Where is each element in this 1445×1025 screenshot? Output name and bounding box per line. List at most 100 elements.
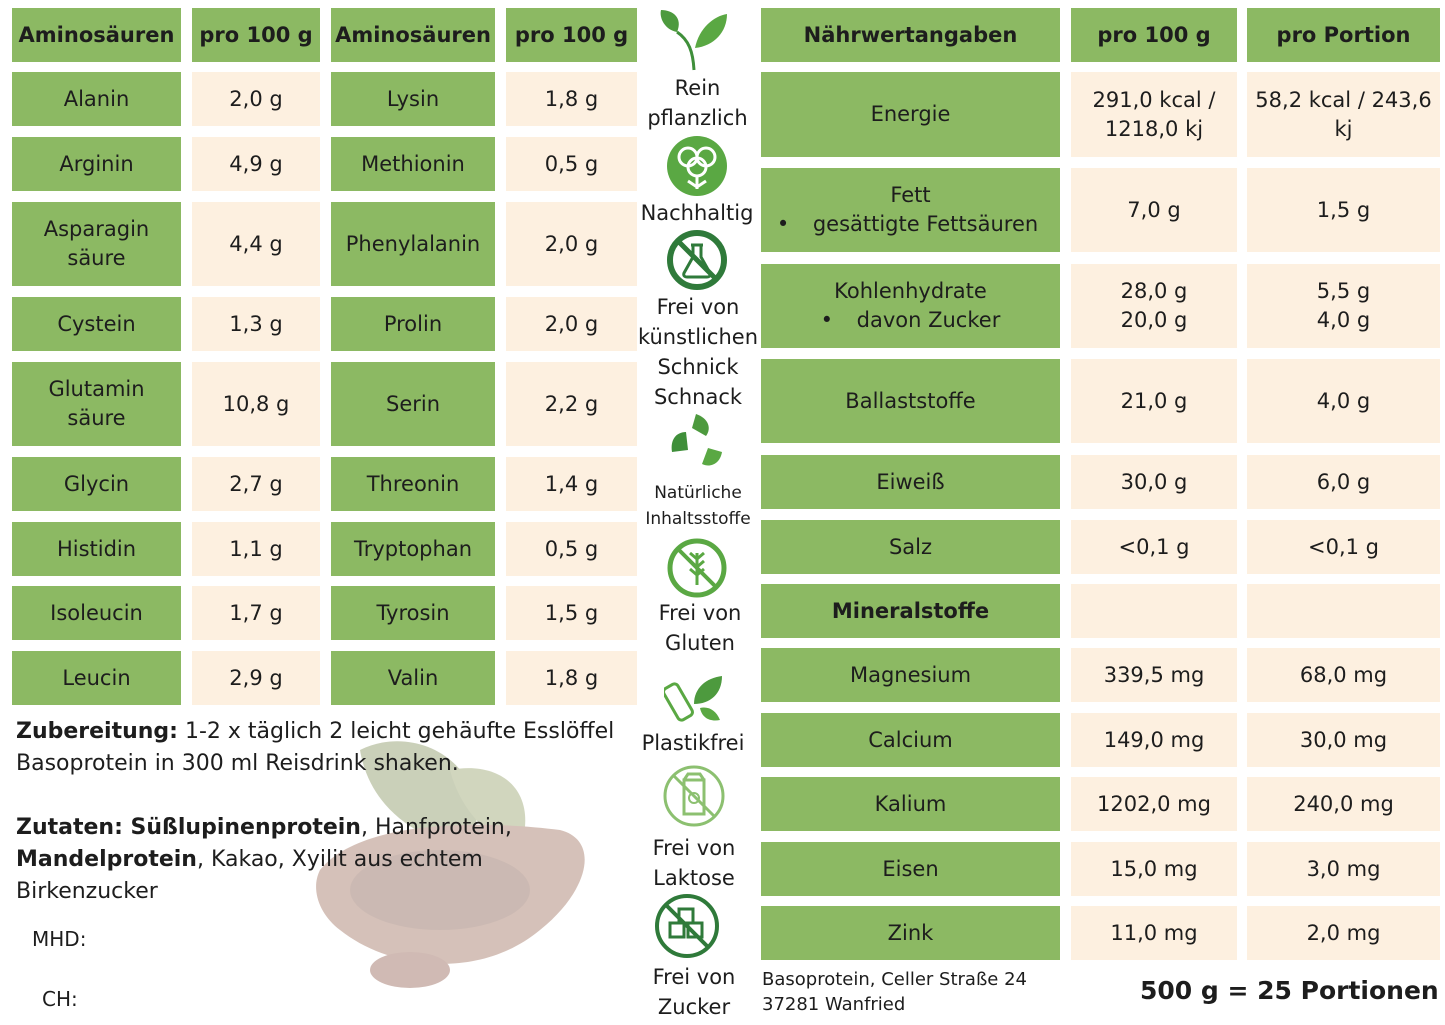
nutrient-per100g-cell — [1071, 584, 1237, 638]
sugar-free-icon — [654, 893, 720, 963]
cell-text: 1,8 g — [544, 86, 599, 111]
cell-text: 2,0 mg — [1306, 920, 1381, 945]
cell-text: 1202,0 mg — [1097, 791, 1211, 816]
icon-label: Frei von Gluten — [658, 601, 742, 655]
cell-text: 3,0 mg — [1306, 856, 1381, 881]
amino-value-cell: 2,0 g — [192, 72, 320, 126]
nutrition-header: Nährwertangaben — [761, 8, 1060, 62]
cell-text: 149,0 mg — [1103, 727, 1205, 752]
amino-value-cell: 2,0 g — [506, 297, 637, 351]
cell-text: Aminosäuren — [18, 22, 175, 47]
cell-text: 2,0 g — [544, 311, 599, 336]
cell-text: Glutamin säure — [48, 377, 145, 430]
nutrient-name-cell: Salz — [761, 520, 1060, 574]
leaves-icon — [659, 8, 729, 78]
cell-text: Aminosäuren — [335, 22, 491, 47]
nutrient-name-cell: Eisen — [761, 842, 1060, 896]
cell-text: 4,9 g — [229, 151, 283, 176]
amino-value-cell: 2,2 g — [506, 362, 637, 446]
cell-text: 4,4 g — [229, 231, 283, 256]
header-aminosaeuren-2: Aminosäuren — [331, 8, 495, 62]
nutrient-perportion-cell: 58,2 kcal / 243,6 kj — [1247, 72, 1440, 157]
nutrient-name-cell: Energie — [761, 72, 1060, 157]
header-pro100g-1: pro 100 g — [192, 8, 320, 62]
cocoa-pod-background — [316, 741, 585, 988]
plastic-free-icon — [662, 664, 726, 730]
nutrient-perportion-cell: 1,5 g — [1247, 168, 1440, 252]
cell-text: Isoleucin — [50, 600, 143, 625]
lactose-free-icon — [662, 764, 726, 832]
cell-text: 1,3 g — [229, 311, 283, 336]
icon-label: Rein pflanzlich — [647, 76, 748, 130]
cell-text: pro 100 g — [1097, 22, 1211, 47]
amino-value-cell: 1,8 g — [506, 72, 637, 126]
amino-name-cell: Glycin — [12, 457, 181, 511]
cell-text: Asparagin säure — [43, 217, 150, 270]
amino-value-cell: 1,3 g — [192, 297, 320, 351]
cell-text: 68,0 mg — [1299, 662, 1388, 687]
nutrient-name-cell: Kohlenhydrate davon Zucker — [761, 264, 1060, 348]
amino-name-cell: Glutamin säure — [12, 362, 181, 446]
cell-text: Serin — [385, 391, 441, 416]
cell-text: 28,0 g 20,0 g — [1120, 279, 1188, 332]
nutrient-name: Fett — [890, 183, 931, 207]
no-chemicals-icon — [666, 229, 728, 295]
mhd-label: MHD: — [32, 927, 87, 951]
icon-label: Plastikfrei — [641, 731, 745, 755]
amino-value-cell: 1,4 g — [506, 457, 637, 511]
nutrient-name-cell: Zink — [761, 906, 1060, 960]
cell-text: 1,8 g — [544, 665, 599, 690]
cell-text: 2,0 g — [229, 86, 283, 111]
amino-name-cell: Serin — [331, 362, 495, 446]
cell-text: Phenylalanin — [345, 231, 481, 256]
cell-text: Eiweiß — [876, 469, 945, 494]
cell-text: 11,0 mg — [1110, 920, 1198, 945]
cell-text: pro 100 g — [514, 22, 629, 47]
nutrient-name-cell: Ballaststoffe — [761, 359, 1060, 443]
amino-value-cell: 1,7 g — [192, 586, 320, 640]
amino-name-cell: Leucin — [12, 651, 181, 705]
amino-name-cell: Prolin — [331, 297, 495, 351]
cell-text: 30,0 g — [1120, 469, 1188, 494]
amino-value-cell: 10,8 g — [192, 362, 320, 446]
ch-label: CH: — [42, 987, 78, 1011]
cell-text: 291,0 kcal / 1218,0 kj — [1092, 87, 1216, 141]
header-aminosaeuren-1: Aminosäuren — [12, 8, 181, 62]
amino-name-cell: Isoleucin — [12, 586, 181, 640]
nutrient-perportion-cell: 3,0 mg — [1247, 842, 1440, 896]
cell-text: Calcium — [868, 727, 953, 752]
nutrient-perportion-cell: 68,0 mg — [1247, 648, 1440, 702]
amino-name-cell: Threonin — [331, 457, 495, 511]
ingredient-bold-1: Süßlupinenprotein — [122, 815, 361, 840]
amino-name-cell: Arginin — [12, 137, 181, 191]
ingredient-bold-2: Mandelprotein — [16, 847, 197, 872]
cell-text: 7,0 g — [1127, 197, 1181, 222]
nutrient-per100g-cell: 11,0 mg — [1071, 906, 1237, 960]
amino-value-cell: 1,8 g — [506, 651, 637, 705]
cell-text: Tyrosin — [376, 600, 450, 625]
amino-value-cell: 1,5 g — [506, 586, 637, 640]
icon-label: Frei von Laktose — [652, 836, 736, 890]
cell-text: Glycin — [63, 471, 130, 496]
nutrient-per100g-cell: 291,0 kcal / 1218,0 kj — [1071, 72, 1237, 157]
amino-name-cell: Lysin — [331, 72, 495, 126]
gluten-free-icon — [666, 537, 728, 603]
cell-text: 1,7 g — [229, 600, 283, 625]
cell-text: Lysin — [386, 86, 440, 111]
nutrient-perportion-cell: 240,0 mg — [1247, 777, 1440, 831]
nutrient-per100g-cell: 149,0 mg — [1071, 713, 1237, 767]
cell-text: Kalium — [874, 791, 947, 816]
cell-text: Methionin — [361, 151, 465, 176]
amino-name-cell: Methionin — [331, 137, 495, 191]
nutrition-header: pro 100 g — [1071, 8, 1237, 62]
nutrient-subname: gesättigte Fettsäuren — [777, 210, 1038, 239]
address-line-2: 37281 Wanfried — [762, 994, 906, 1015]
nutrient-per100g-cell: 7,0 g — [1071, 168, 1237, 252]
cell-text: 1,5 g — [1316, 197, 1371, 222]
cell-text: 339,5 mg — [1103, 662, 1205, 687]
nutrient-name-cell: Kalium — [761, 777, 1060, 831]
cell-text: 2,0 g — [544, 231, 599, 256]
amino-name-cell: Tyrosin — [331, 586, 495, 640]
preparation-body: 1-2 x täglich 2 leicht gehäufte Esslöffe… — [16, 719, 615, 776]
amino-value-cell: 0,5 g — [506, 522, 637, 576]
